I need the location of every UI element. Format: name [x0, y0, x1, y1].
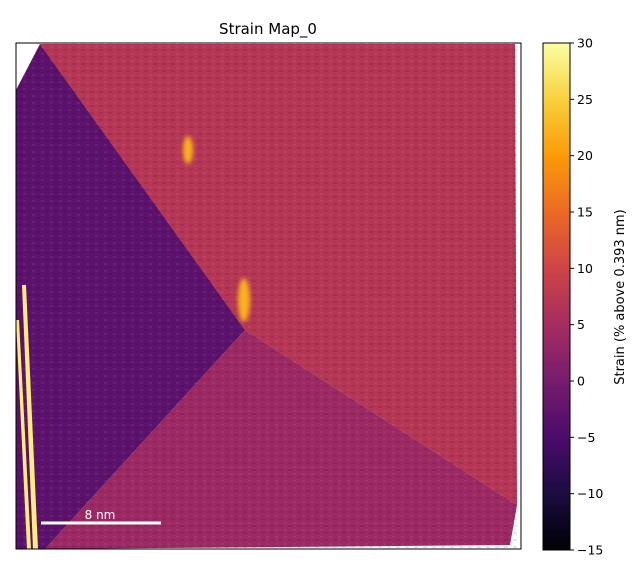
colorbar-bar: [542, 42, 571, 551]
colorbar-tick-label: 5: [577, 317, 585, 332]
boundary-hotspot: [238, 278, 250, 322]
colorbar-tick-label: −15: [577, 543, 603, 558]
colorbar-ticks: 30 25 20 15 10 5 0 −5 −10 −15: [570, 36, 603, 558]
boundary-hotspot-upper: [183, 136, 193, 164]
texture-overlay: [16, 43, 521, 549]
edge-stripe: [22, 285, 38, 549]
colorbar-tick-label: 25: [577, 92, 593, 107]
colorbar-tick-label: 10: [577, 261, 593, 276]
colorbar-tick-label: 15: [577, 205, 593, 220]
edge-stripe-second: [16, 320, 31, 549]
white-frame-corner: [16, 43, 40, 90]
colorbar-tick-label: 0: [577, 374, 585, 389]
plot-frame: [15, 42, 522, 550]
scale-bar: 8 nm: [41, 508, 161, 525]
chart-title: Strain Map_0: [219, 20, 317, 39]
scale-bar-label: 8 nm: [85, 508, 116, 522]
colorbar-tick-label: 30: [577, 36, 593, 51]
colorbar-tick-label: 20: [577, 148, 593, 163]
colorbar-tick-label: −5: [577, 430, 595, 445]
heatmap-image: [16, 43, 521, 549]
colorbar: 30 25 20 15 10 5 0 −5 −10 −15 Strain (% above 0.3…: [542, 36, 628, 558]
colorbar-tick-label: −10: [577, 486, 603, 501]
colorbar-label: Strain (% above 0.393 nm): [613, 209, 628, 385]
